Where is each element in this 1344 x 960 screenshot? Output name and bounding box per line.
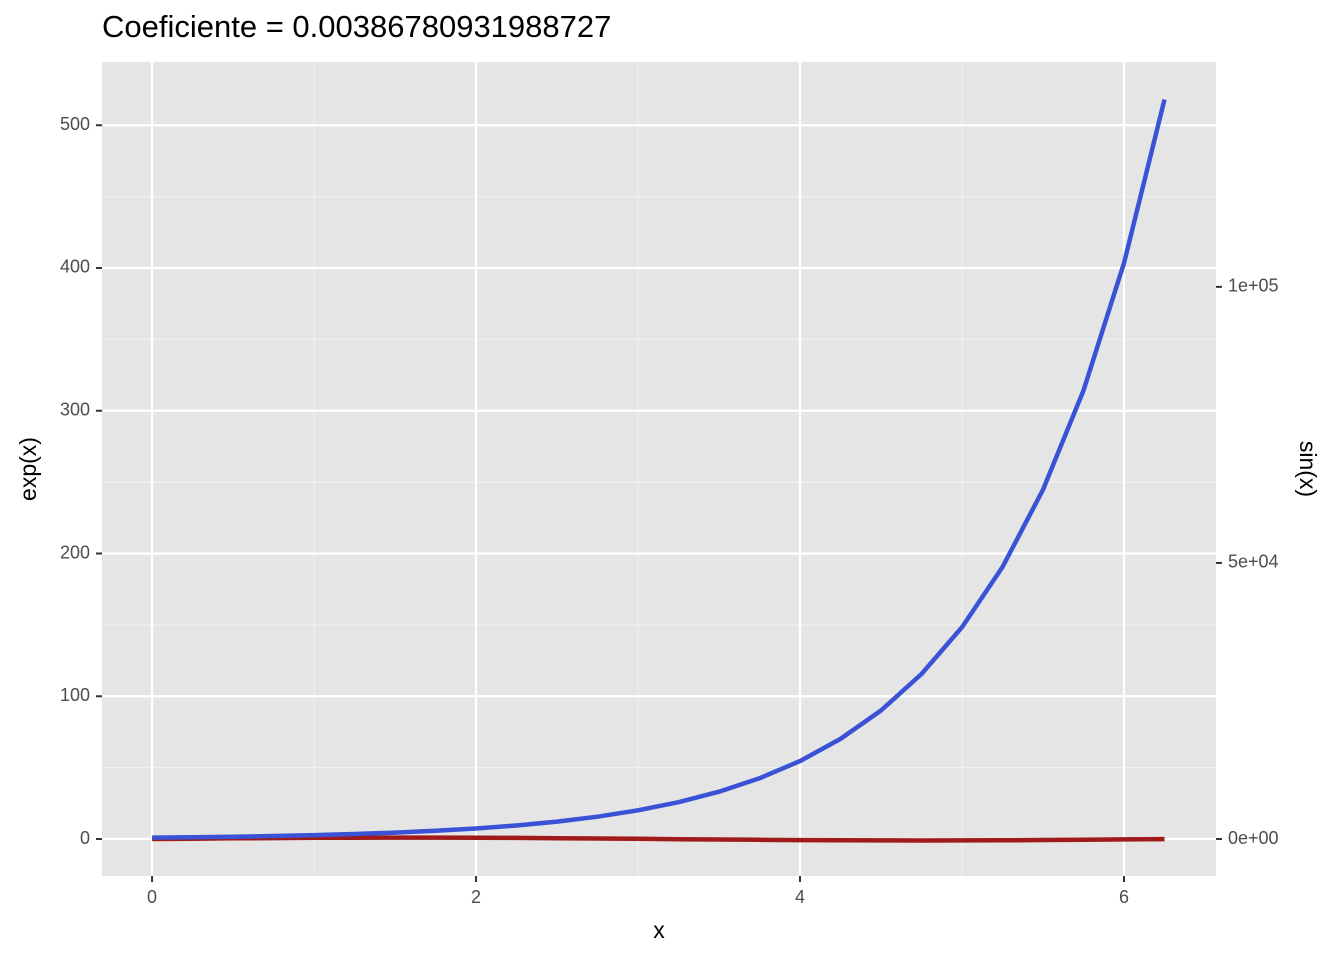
- x-axis-label: x: [653, 917, 665, 943]
- x-tick-label: 4: [795, 887, 805, 907]
- y2-tick-label: 1e+05: [1228, 276, 1279, 296]
- chart-title: Coeficiente = 0.00386780931988727: [102, 9, 611, 44]
- x-tick-label: 0: [147, 887, 157, 907]
- y-tick-label: 500: [60, 114, 90, 134]
- y-tick-label: 300: [60, 400, 90, 420]
- y-tick-label: 200: [60, 542, 90, 562]
- y2-axis-label: sin(x): [1295, 441, 1321, 497]
- y2-tick-label: 5e+04: [1228, 552, 1279, 572]
- y-tick-label: 0: [80, 828, 90, 848]
- series-line: [152, 835, 1165, 843]
- plot-panel: [102, 62, 1216, 876]
- y-tick-label: 100: [60, 685, 90, 705]
- x-tick-label: 6: [1119, 887, 1129, 907]
- x-tick-label: 2: [471, 887, 481, 907]
- y2-tick-label: 0e+00: [1228, 828, 1279, 848]
- y-tick-label: 400: [60, 257, 90, 277]
- series-line: [152, 98, 1167, 840]
- y-axis-label: exp(x): [15, 437, 41, 501]
